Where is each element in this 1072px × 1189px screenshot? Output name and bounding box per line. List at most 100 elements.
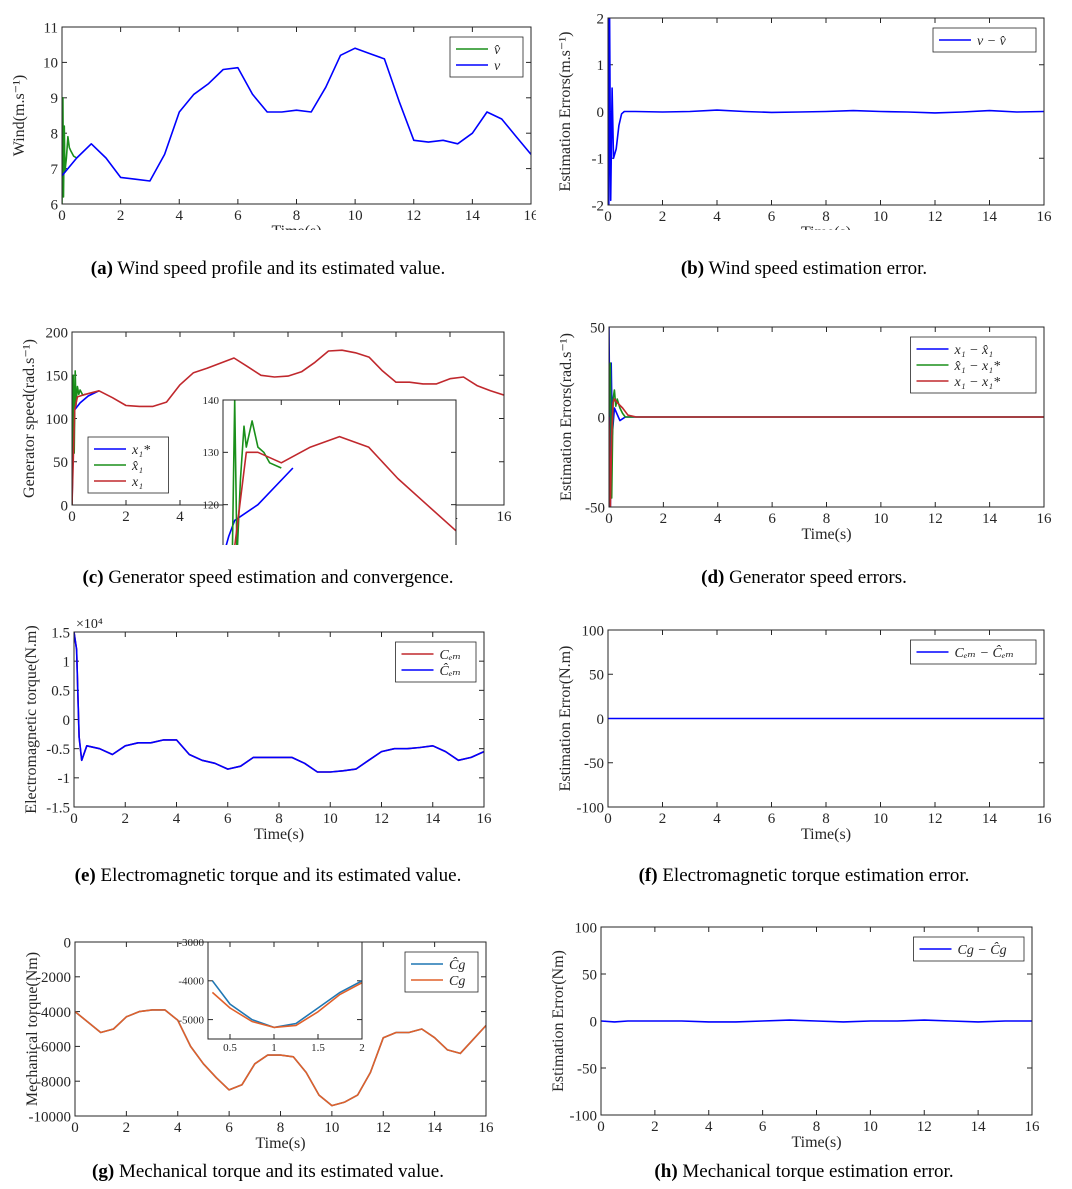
x-tick-label: 2 <box>122 811 130 827</box>
y-axis-label: Mechanical torque(Nm) <box>24 952 41 1106</box>
x-tick-label: 2 <box>123 1120 131 1136</box>
y-tick-label: 50 <box>590 320 605 336</box>
x-tick-label: 6 <box>225 1120 233 1136</box>
chart-panel-h: 0 2 4 6 8 10 12 14 16 -100 -50 0 50 100 Time(s) Estimat… <box>536 920 1072 1155</box>
inset-y-tick-label: 130 <box>203 447 220 459</box>
legend-entry: Ĉₑₘ <box>440 662 462 679</box>
x-tick-label: 8 <box>822 811 830 827</box>
x-tick-label: 6 <box>234 208 242 224</box>
caption-b: (b) Wind speed estimation error. <box>680 258 928 279</box>
x-tick-label: 16 <box>1037 209 1053 225</box>
y-axis-label: Estimation Errors(rad.s⁻¹) <box>558 333 575 501</box>
x-tick-label: 8 <box>823 511 831 527</box>
legend-entry: v − v̂ <box>977 34 1007 49</box>
chart-panel-e: 0 2 4 6 8 10 12 14 16 -1.5 -1 -0.5 0 0.5 1 1.5 Time(s) El… <box>0 610 536 847</box>
plot-frame <box>608 326 1045 508</box>
y-axis-label: Estimation Error(N.m) <box>557 646 574 792</box>
chart-panel-a: 0 2 4 6 8 10 12 14 16 6 7 8 9 10 11 Time(s) Wind(m.s⁻¹) v… <box>0 5 539 240</box>
inset-y-tick-label: 120 <box>203 500 220 512</box>
y-tick-label: 0.5 <box>51 684 70 700</box>
caption-h: (h) Mechanical torque estimation error. <box>654 1161 954 1182</box>
inset-y-tick-label: -4000 <box>178 976 204 988</box>
x-tick-label: 10 <box>348 208 363 224</box>
legend-entry: x̂₁ <box>131 459 143 474</box>
y-tick-label: 100 <box>575 920 598 936</box>
legend-entry: x₁ − x̂₁ <box>954 343 994 358</box>
y-tick-label: 1 <box>597 58 605 74</box>
x-tick-label: 8 <box>822 209 830 225</box>
y-tick-label: 150 <box>46 369 69 385</box>
x-tick-label: 2 <box>659 209 667 225</box>
series-line-0 <box>601 1019 1032 1023</box>
legend-entry: Cg <box>449 974 465 989</box>
chart-f: 0 2 4 6 8 10 12 14 16 -100 -50 0 50 100 Time(s) Estimat… <box>557 623 1053 843</box>
plot-frame <box>73 631 485 808</box>
x-tick-label: 0 <box>605 511 613 527</box>
x-tick-label: 0 <box>71 1120 79 1136</box>
y-tick-label: -2000 <box>36 970 71 986</box>
inset-x-tick-label: 1 <box>271 1042 277 1054</box>
caption-f: (f) Electromagnetic torque estimation er… <box>638 865 970 886</box>
x-tick-label: 0 <box>68 509 76 525</box>
x-tick-label: 6 <box>768 811 776 827</box>
plot-frame <box>61 26 532 205</box>
y-tick-label: 10 <box>43 56 58 72</box>
inset-series-line-0 <box>211 980 362 1029</box>
caption-g: (g) Mechanical torque and its estimated … <box>92 1161 444 1182</box>
inset-y-tick-label: -3000 <box>178 937 204 949</box>
x-tick-label: 4 <box>713 209 721 225</box>
chart-h: 0 2 4 6 8 10 12 14 16 -100 -50 0 50 100 Time(s) Estimat… <box>550 920 1041 1151</box>
x-tick-label: 2 <box>651 1119 659 1135</box>
x-tick-label: 14 <box>982 209 998 225</box>
y-tick-label: -2 <box>592 198 605 214</box>
y-tick-label: 0 <box>597 712 605 728</box>
x-tick-label: 6 <box>224 811 232 827</box>
y-tick-label: 7 <box>51 162 59 178</box>
x-tick-label: 4 <box>176 208 184 224</box>
y-exponent-label: ×10⁴ <box>76 617 103 632</box>
plot-frame <box>600 926 1033 1116</box>
legend-entry: Cg − Ĉg <box>958 941 1007 958</box>
y-tick-label: -1 <box>592 152 605 168</box>
x-tick-label: 10 <box>873 209 888 225</box>
x-tick-label: 14 <box>982 511 998 527</box>
x-tick-label: 16 <box>479 1120 495 1136</box>
x-tick-label: 16 <box>1037 511 1053 527</box>
x-axis-label: Time(s) <box>801 526 851 543</box>
inset-y-tick-label: -5000 <box>178 1014 204 1026</box>
x-tick-label: 14 <box>982 811 998 827</box>
inset-series-line-1 <box>211 981 362 1029</box>
x-tick-label: 8 <box>277 1120 285 1136</box>
x-tick-label: 14 <box>427 1120 443 1136</box>
x-tick-label: 4 <box>714 511 722 527</box>
legend-entry: x̂₁ − x₁* <box>954 359 1001 374</box>
x-tick-label: 0 <box>597 1119 605 1135</box>
x-tick-label: 4 <box>705 1119 713 1135</box>
x-tick-label: 12 <box>406 208 421 224</box>
x-tick-label: 8 <box>275 811 283 827</box>
y-tick-label: -6000 <box>36 1040 71 1056</box>
series-line-2 <box>72 349 504 505</box>
x-tick-label: 10 <box>873 811 888 827</box>
x-tick-label: 16 <box>1025 1119 1041 1135</box>
x-tick-label: 16 <box>1037 811 1053 827</box>
y-tick-label: -1.5 <box>46 800 70 816</box>
chart-panel-d: 0 2 4 6 8 10 12 14 16 -50 0 50 Time(s) Estimation Err… <box>536 310 1072 545</box>
y-tick-label: 0 <box>597 105 605 121</box>
plot-frame <box>607 17 1045 206</box>
y-axis-label: Electromagnetic torque(N.m) <box>23 625 40 813</box>
x-tick-label: 12 <box>928 511 943 527</box>
y-tick-label: -50 <box>584 756 604 772</box>
x-tick-label: 10 <box>863 1119 878 1135</box>
y-tick-label: 100 <box>582 623 605 639</box>
x-tick-label: 4 <box>173 811 181 827</box>
series-line-1 <box>62 47 531 182</box>
y-tick-label: -50 <box>585 500 605 516</box>
series-line-0 <box>62 97 78 204</box>
x-tick-label: 10 <box>323 811 338 827</box>
x-tick-label: 0 <box>58 208 66 224</box>
y-tick-label: -50 <box>577 1061 597 1077</box>
chart-c: 0246810121416050100150200Time(s)Generato… <box>21 325 512 572</box>
x-tick-label: 6 <box>768 209 776 225</box>
